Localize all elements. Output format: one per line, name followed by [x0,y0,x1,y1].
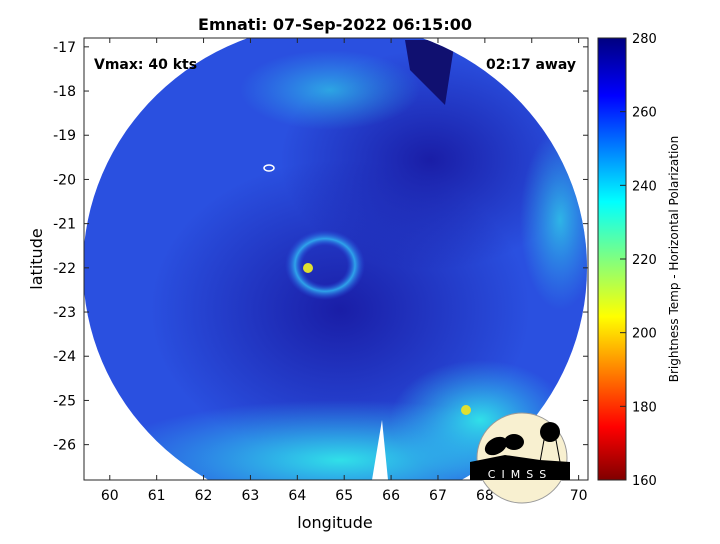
colorbar-tick-label: 260 [632,106,657,121]
contour-marker [263,164,275,172]
x-tick-label: 70 [570,488,588,504]
x-tick-label: 65 [335,488,353,504]
y-tick-label: -24 [53,349,76,365]
colorbar-tick-label: 160 [632,474,657,489]
colorbar-ticks: 280 260 240 220 200 180 160 [620,32,657,489]
brightness-temp-swath [84,38,587,480]
svg-text:CIMSS: CIMSS [488,468,552,481]
x-tick-label: 64 [288,488,306,504]
colorbar-tick-label: 220 [632,253,657,268]
time-away-label: 02:17 away [486,57,576,73]
x-axis-label: longitude [297,513,372,532]
plot-title: Emnati: 07-Sep-2022 06:15:00 [198,15,472,34]
x-tick-label: 61 [148,488,166,504]
x-tick-label: 67 [429,488,447,504]
y-tick-label: -22 [53,261,76,277]
colorbar-label: Brightness Temp - Horizontal Polarizatio… [667,136,681,383]
y-tick-label: -25 [53,393,76,409]
colorbar-tick-label: 240 [632,179,657,194]
y-tick-label: -17 [53,40,76,56]
y-tick-label: -19 [53,128,76,144]
colorbar-tick-label: 200 [632,327,657,342]
axes-box [83,37,589,481]
y-tick-label: -23 [53,305,76,321]
x-tick-label: 60 [101,488,119,504]
y-axis: -17 -18 -19 -20 -21 -22 -23 -24 -25 -26 [53,40,588,454]
y-axis-label: latitude [27,228,46,289]
plot-area [84,38,588,480]
y-tick-label: -26 [53,438,76,454]
y-tick-label: -20 [53,172,76,188]
colorbar-tick-label: 180 [632,400,657,415]
x-tick-label: 62 [195,488,213,504]
y-tick-label: -18 [53,84,76,100]
x-tick-label: 68 [476,488,494,504]
y-tick-label: -21 [53,217,76,233]
x-tick-label: 66 [382,488,400,504]
cimss-logo: CIMSS [470,412,570,504]
x-tick-label: 63 [242,488,260,504]
vmax-label: Vmax: 40 kts [94,57,197,73]
colorbar-tick-label: 280 [632,32,657,47]
